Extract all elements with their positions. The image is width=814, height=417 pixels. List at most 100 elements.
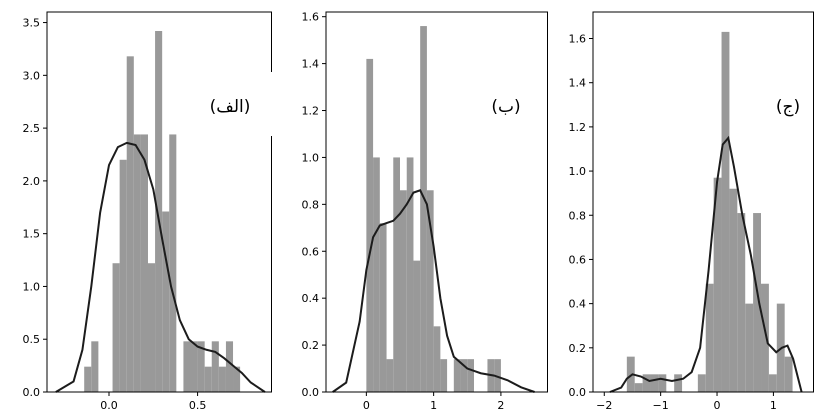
histogram-bar xyxy=(386,359,394,392)
histogram-bar xyxy=(406,157,414,392)
y-tick-label: 0.6 xyxy=(302,245,320,258)
histogram-bar xyxy=(393,157,400,392)
y-tick-label: 2.5 xyxy=(23,122,41,135)
x-tick-label: 1 xyxy=(770,399,777,412)
panel-be-label: (ب) xyxy=(491,97,520,117)
histogram-bar xyxy=(494,359,501,392)
histogram-bar xyxy=(155,31,163,392)
histogram-bar xyxy=(373,157,380,392)
histogram-bar xyxy=(211,341,219,392)
panel-be-axes: 0.0 0.2 0.4 0.6 0.8 1.0 1.2 1.4 1.6 0 1 2 xyxy=(302,11,548,412)
histogram-bar xyxy=(761,283,769,392)
histogram-bar xyxy=(467,359,474,392)
histogram-bar xyxy=(413,260,421,392)
panel-alef-kde-curve xyxy=(55,141,266,393)
x-tick-label: 0 xyxy=(714,399,721,412)
histogram-bar xyxy=(753,213,761,392)
panel-alef-label-background xyxy=(198,72,280,136)
histogram-bar xyxy=(379,223,387,392)
histogram-bar xyxy=(119,159,127,392)
histogram-bar xyxy=(721,31,730,392)
histogram-bar xyxy=(183,341,191,392)
y-tick-label: 0.2 xyxy=(302,339,320,352)
histogram-bar xyxy=(233,366,241,392)
y-tick-label: 1.0 xyxy=(569,165,587,178)
histogram-bar xyxy=(626,356,635,392)
y-tick-label: 1.4 xyxy=(302,58,320,71)
histogram-bar xyxy=(674,374,683,392)
histogram-bar xyxy=(197,341,205,392)
histogram-bar xyxy=(133,134,141,392)
panel-be-kde-curve xyxy=(332,189,535,393)
x-tick-label: −1 xyxy=(653,399,669,412)
y-tick-label: 3.0 xyxy=(23,69,41,82)
panel-be: 0.0 0.2 0.4 0.6 0.8 1.0 1.2 1.4 1.6 0 1 2 (ب) xyxy=(302,11,548,412)
x-tick-label: 0.5 xyxy=(189,399,207,412)
y-tick-label: 1.0 xyxy=(302,151,320,164)
histogram-bar xyxy=(91,341,99,392)
histogram-bar xyxy=(453,359,461,392)
panel-alef: 0.0 0.5 1.0 1.5 2.0 2.5 3.0 3.5 0.0 0.5 (الف) xyxy=(23,11,280,412)
histogram-bar xyxy=(169,134,177,392)
y-tick-label: 1.2 xyxy=(569,121,587,134)
histogram-bar xyxy=(460,359,468,392)
histogram-bar xyxy=(126,56,134,392)
x-tick-label: −2 xyxy=(596,399,612,412)
y-tick-label: 1.6 xyxy=(569,33,587,46)
histogram-bar xyxy=(650,374,659,392)
panel-be-bars xyxy=(366,26,501,392)
axes-frame xyxy=(46,11,272,393)
y-tick-label: 1.6 xyxy=(302,11,320,24)
histogram-bar xyxy=(112,263,120,392)
panel-alef-label: (الف) xyxy=(210,97,251,117)
panel-jim-kde-curve xyxy=(609,135,803,393)
panel-jim: 0.0 0.2 0.4 0.6 0.8 1.0 1.2 1.4 1.6 −2 −1 0 1 (ج) xyxy=(569,11,814,412)
y-tick-label: 2.0 xyxy=(23,175,41,188)
panel-alef-bars xyxy=(84,31,241,392)
histogram-bar xyxy=(140,134,148,392)
y-tick-label: 0.6 xyxy=(569,253,587,266)
histogram-bar xyxy=(745,303,754,392)
histogram-bar xyxy=(634,383,643,392)
y-tick-label: 0.0 xyxy=(302,386,320,399)
histogram-bar xyxy=(190,341,198,392)
panel-be-label-background xyxy=(478,72,546,136)
y-tick-label: 0.4 xyxy=(569,298,587,311)
y-tick-label: 1.4 xyxy=(569,77,587,90)
y-tick-label: 0.8 xyxy=(302,198,320,211)
y-tick-label: 0.2 xyxy=(569,342,587,355)
histogram-bar xyxy=(697,374,706,392)
histogram-bar xyxy=(420,26,427,392)
histogram-bar xyxy=(366,58,374,392)
panel-jim-axes: 0.0 0.2 0.4 0.6 0.8 1.0 1.2 1.4 1.6 −2 −1 0 1 xyxy=(569,11,814,412)
x-tick-label: 1 xyxy=(430,399,437,412)
x-tick-label: 0 xyxy=(363,399,370,412)
x-tick-label: 2 xyxy=(497,399,504,412)
histogram-bar xyxy=(84,366,92,392)
y-tick-label: 0.4 xyxy=(302,292,320,305)
histogram-bar xyxy=(784,356,793,392)
histogram-bar xyxy=(147,263,156,392)
histogram-bar xyxy=(433,326,441,392)
y-tick-label: 0.0 xyxy=(23,386,41,399)
y-tick-label: 0.0 xyxy=(569,386,587,399)
histogram-bar xyxy=(400,190,407,392)
histogram-bar xyxy=(713,177,722,392)
y-tick-label: 0.8 xyxy=(569,209,587,222)
y-tick-label: 3.5 xyxy=(23,17,41,30)
histogram-bar xyxy=(204,366,212,392)
histogram-bar xyxy=(729,188,738,392)
histogram-bar xyxy=(658,374,667,392)
panel-jim-label: (ج) xyxy=(776,97,800,117)
histogram-bar xyxy=(218,366,226,392)
histogram-bar xyxy=(737,213,746,392)
histogram-bar xyxy=(642,374,651,392)
histogram-bar xyxy=(705,283,714,392)
histogram-bar xyxy=(440,359,448,392)
y-tick-label: 1.5 xyxy=(23,228,41,241)
histogram-bar xyxy=(225,341,234,392)
panel-jim-bars xyxy=(626,31,793,392)
histogram-bar xyxy=(768,374,777,392)
y-tick-label: 1.2 xyxy=(302,105,320,118)
